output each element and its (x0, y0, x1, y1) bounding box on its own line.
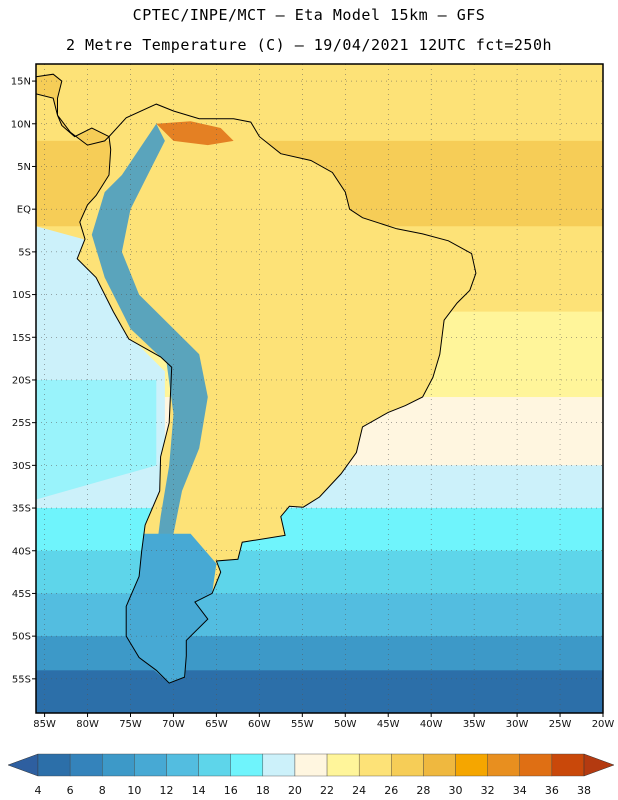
ocean-band (36, 670, 603, 713)
lon-tick-label: 85W (33, 719, 56, 730)
colorbar-swatch (102, 753, 135, 777)
colorbar-swatch (519, 753, 553, 777)
lat-lon-grid (36, 64, 603, 713)
lat-tick-label: 20S (12, 375, 31, 386)
colorbar-label: 22 (320, 784, 334, 797)
colorbar-swatch (262, 753, 296, 777)
central-america-land (36, 74, 109, 146)
lat-tick-label: 55S (12, 674, 31, 685)
lon-tick-label: 35W (463, 719, 486, 730)
lon-tick-label: 30W (506, 719, 529, 730)
lon-tick-label: 40W (420, 719, 443, 730)
colorbar-swatch (487, 753, 520, 777)
central-america-coastline (36, 73, 110, 146)
lon-tick-label: 20W (592, 719, 615, 730)
colorbar-label: 4 (35, 784, 42, 797)
colorbar-swatch (166, 753, 199, 777)
lon-tick-label: 45W (377, 719, 400, 730)
lon-tick-label: 75W (119, 719, 142, 730)
colorbar-label: 28 (416, 784, 430, 797)
colorbar-swatch (551, 753, 585, 777)
lat-tick-label: 40S (12, 546, 31, 557)
lon-tick-label: 70W (162, 719, 185, 730)
colorbar-label: 14 (192, 784, 206, 797)
colorbar-label: 26 (384, 784, 398, 797)
lat-tick-label: 15S (12, 333, 31, 344)
ocean-band (36, 508, 603, 552)
lat-tick-label: 10N (11, 119, 31, 130)
colorbar-label: 32 (481, 784, 495, 797)
colorbar-label: 30 (449, 784, 463, 797)
colorbar-high-arrow (583, 753, 615, 777)
colorbar-label: 16 (224, 784, 238, 797)
colorbar-swatch (198, 753, 231, 777)
colorbar-swatch (358, 753, 392, 777)
colorbar-swatch (455, 753, 488, 777)
colorbar-swatch (37, 753, 71, 777)
colorbar-label: 34 (513, 784, 527, 797)
lat-tick-label: 45S (12, 589, 31, 600)
lon-tick-label: 25W (549, 719, 572, 730)
colorbar-label: 20 (288, 784, 302, 797)
lat-tick-label: 25S (12, 418, 31, 429)
cool-pacific-water (36, 380, 157, 500)
lat-tick-label: 35S (12, 504, 31, 515)
colorbar-label: 6 (67, 784, 74, 797)
lat-tick-label: 10S (12, 290, 31, 301)
lat-tick-label: 30S (12, 461, 31, 472)
colorbar-swatch (230, 753, 264, 777)
colorbar-swatch (134, 753, 167, 777)
lon-tick-label: 50W (334, 719, 357, 730)
chart-title: CPTEC/INPE/MCT – Eta Model 15km – GFS (132, 6, 486, 24)
andes-cold-band (91, 123, 208, 551)
colorbar-low-arrow (7, 753, 39, 777)
lat-tick-label: 5S (18, 247, 31, 258)
lat-tick-label: 15N (11, 77, 31, 88)
coastline (76, 103, 477, 684)
ocean-band (36, 550, 603, 595)
colorbar-label: 38 (577, 784, 591, 797)
colorbar-label: 36 (545, 784, 559, 797)
venezuela-hot-spot (156, 121, 234, 146)
lon-tick-label: 55W (291, 719, 314, 730)
ocean-band (36, 636, 603, 672)
colorbar-label: 24 (352, 784, 366, 797)
patagonia-cold-region (126, 533, 217, 684)
colorbar-label: 10 (127, 784, 141, 797)
colorbar-swatch (391, 753, 424, 777)
chart-subtitle: 2 Metre Temperature (C) – 19/04/2021 12U… (65, 36, 553, 54)
axis-ticks: 15N 10N 5N EQ 5S 10S 15S 20S 25S 30S 35S 40S 45S 50S 5… (11, 77, 615, 730)
colorbar-swatch (326, 753, 360, 777)
colorbar-label: 18 (256, 784, 270, 797)
lat-tick-label: 50S (12, 632, 31, 643)
colorbar-swatch (69, 753, 103, 777)
lon-tick-label: 65W (205, 719, 228, 730)
map-frame (35, 63, 604, 714)
lat-tick-label: 5N (17, 162, 31, 173)
ocean-band (36, 593, 603, 638)
lon-tick-label: 80W (76, 719, 99, 730)
colorbar-label: 8 (99, 784, 106, 797)
lat-tick-label: EQ (17, 205, 31, 216)
colorbar-swatch (294, 753, 328, 777)
colorbar-label: 12 (159, 784, 173, 797)
colorbar: 4 6 8 10 12 14 16 18 20 22 24 26 28 30 32 34 36 38 (7, 753, 615, 797)
colorbar-swatch (423, 753, 456, 777)
lon-tick-label: 60W (248, 719, 271, 730)
